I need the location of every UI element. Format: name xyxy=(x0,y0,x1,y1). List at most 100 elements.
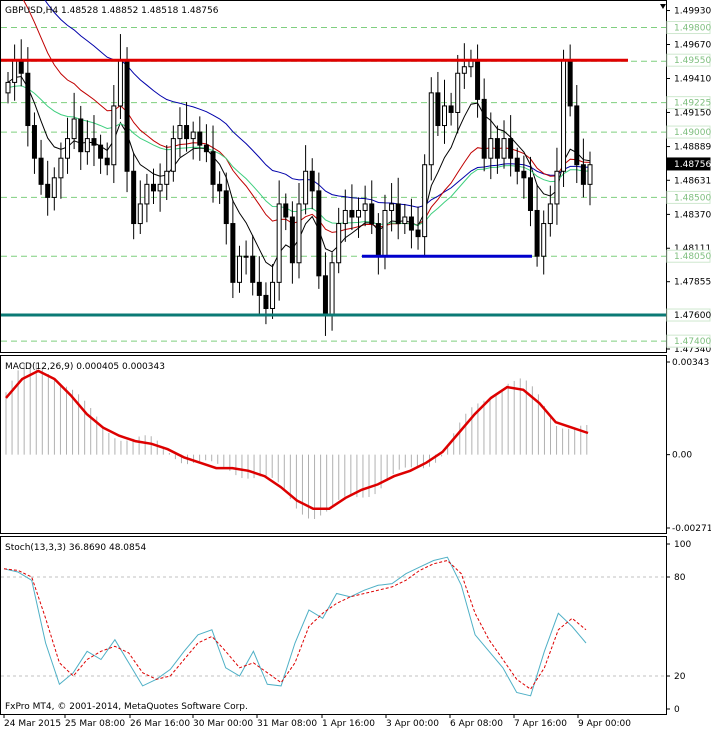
y-tick-label: 1.47340 xyxy=(674,345,711,355)
candle-body xyxy=(369,203,375,225)
candle-body xyxy=(534,209,540,257)
candle-body xyxy=(488,138,494,159)
y-tick-label: 1.48370 xyxy=(674,210,711,220)
level-price-label: 1.49000 xyxy=(674,128,711,138)
axis-layer: 1.49930 1.49670 1.49410 1.49150 1.48889 1.486… xyxy=(3,7,711,729)
level-price-box xyxy=(666,308,711,322)
y-tick-label: 1.48631 xyxy=(674,176,711,186)
candle-body xyxy=(309,170,315,192)
candle-body xyxy=(58,157,64,179)
stoch-layer xyxy=(1,556,666,697)
candle-body xyxy=(428,92,434,166)
candle-body xyxy=(98,144,104,159)
candle-body xyxy=(382,209,388,257)
x-tick-label: 6 Apr 08:00 xyxy=(450,719,503,729)
candle-body xyxy=(78,118,84,153)
y-tick-label: 1.49150 xyxy=(674,108,711,118)
candle-body xyxy=(164,170,170,185)
level-price-label: 1.49800 xyxy=(674,24,711,34)
candle-body xyxy=(124,59,130,172)
candle-body xyxy=(435,92,441,127)
candle-body xyxy=(442,105,447,127)
level-price-box xyxy=(666,96,711,110)
y-tick-label: 1.48111 xyxy=(674,244,711,254)
level-price-label: 1.49225 xyxy=(674,99,711,109)
level-price-box xyxy=(666,249,711,263)
stoch-y-tick-label: 20 xyxy=(674,672,686,682)
candle-body xyxy=(104,157,110,166)
candle-body xyxy=(475,59,481,100)
candle-body xyxy=(91,138,97,146)
macd-header: MACD(12,26,9) 0.000405 0.000343 xyxy=(5,362,165,372)
candle-body xyxy=(84,138,90,153)
candle-body xyxy=(481,98,487,159)
candle-body xyxy=(521,170,527,179)
stoch-header: Stoch(13,3,3) 36.8690 48.0854 xyxy=(5,543,146,553)
candle-body xyxy=(501,138,507,159)
candle-body xyxy=(395,203,401,225)
candle-body xyxy=(203,144,209,153)
candle-body xyxy=(177,125,183,140)
x-tick-label: 26 Mar 16:00 xyxy=(130,719,190,729)
x-tick-label: 3 Apr 00:00 xyxy=(386,719,439,729)
macd-y-tick-label: -0.002716 xyxy=(672,524,711,534)
level-price-box xyxy=(666,190,711,204)
level-price-box xyxy=(666,334,711,348)
y-tick-label: 1.49930 xyxy=(674,7,711,17)
candle-body xyxy=(329,262,335,316)
candle-body xyxy=(508,138,514,159)
main-price-layer xyxy=(1,0,666,342)
candle-body xyxy=(455,72,461,113)
stoch-y-tick-label: 100 xyxy=(674,540,691,550)
level-price-label: 1.47600 xyxy=(674,311,711,321)
candle-body xyxy=(554,170,560,205)
candle-body xyxy=(375,223,381,257)
y-tick-label: 1.49410 xyxy=(674,74,711,84)
candle-body xyxy=(336,223,342,264)
macd-signal-line xyxy=(5,369,589,510)
candle-body xyxy=(230,223,236,283)
candle-body xyxy=(236,255,242,283)
level-price-label: 1.48050 xyxy=(674,252,711,262)
candle-body xyxy=(349,209,355,218)
candle-body xyxy=(303,170,309,205)
candle-body xyxy=(18,59,24,74)
candle-body xyxy=(190,131,196,140)
candle-body xyxy=(111,105,117,166)
collapse-triangle-icon[interactable] xyxy=(660,4,666,9)
candle-body xyxy=(144,183,150,205)
level-price-box xyxy=(666,21,711,35)
candle-body xyxy=(256,281,262,296)
level-price-label: 1.49550 xyxy=(674,56,711,66)
level-price-box xyxy=(666,53,711,67)
candle-body xyxy=(316,190,322,277)
x-tick-label: 1 Apr 16:00 xyxy=(322,719,375,729)
candle-body xyxy=(270,281,276,309)
candle-body xyxy=(223,190,229,225)
level-price-label: 1.48500 xyxy=(674,193,711,203)
macd-y-tick-label: 0.00 xyxy=(672,451,692,461)
candle-body xyxy=(283,203,289,218)
candle-body xyxy=(389,203,395,211)
candle-body xyxy=(276,203,282,283)
candle-body xyxy=(547,203,553,225)
footer-copyright: FxPro MT4, © 2001-2014, MetaQuotes Softw… xyxy=(5,702,248,712)
candle-body xyxy=(561,59,567,172)
candle-body xyxy=(243,255,249,258)
candle-body xyxy=(422,164,428,238)
x-tick-label: 31 Mar 08:00 xyxy=(257,719,317,729)
x-tick-label: 7 Apr 16:00 xyxy=(514,719,567,729)
ma-blue-line xyxy=(44,0,591,208)
candle-body xyxy=(12,59,18,83)
candle-body xyxy=(362,203,368,211)
candle-body xyxy=(296,203,302,264)
macd-layer xyxy=(5,362,589,519)
y-tick-label: 1.48889 xyxy=(674,143,711,153)
candle-body xyxy=(263,294,269,309)
candle-body xyxy=(38,157,44,185)
candle-body xyxy=(71,118,77,140)
candle-body xyxy=(151,183,156,192)
candle-body xyxy=(217,183,223,192)
y-tick-label: 1.49670 xyxy=(674,41,711,51)
